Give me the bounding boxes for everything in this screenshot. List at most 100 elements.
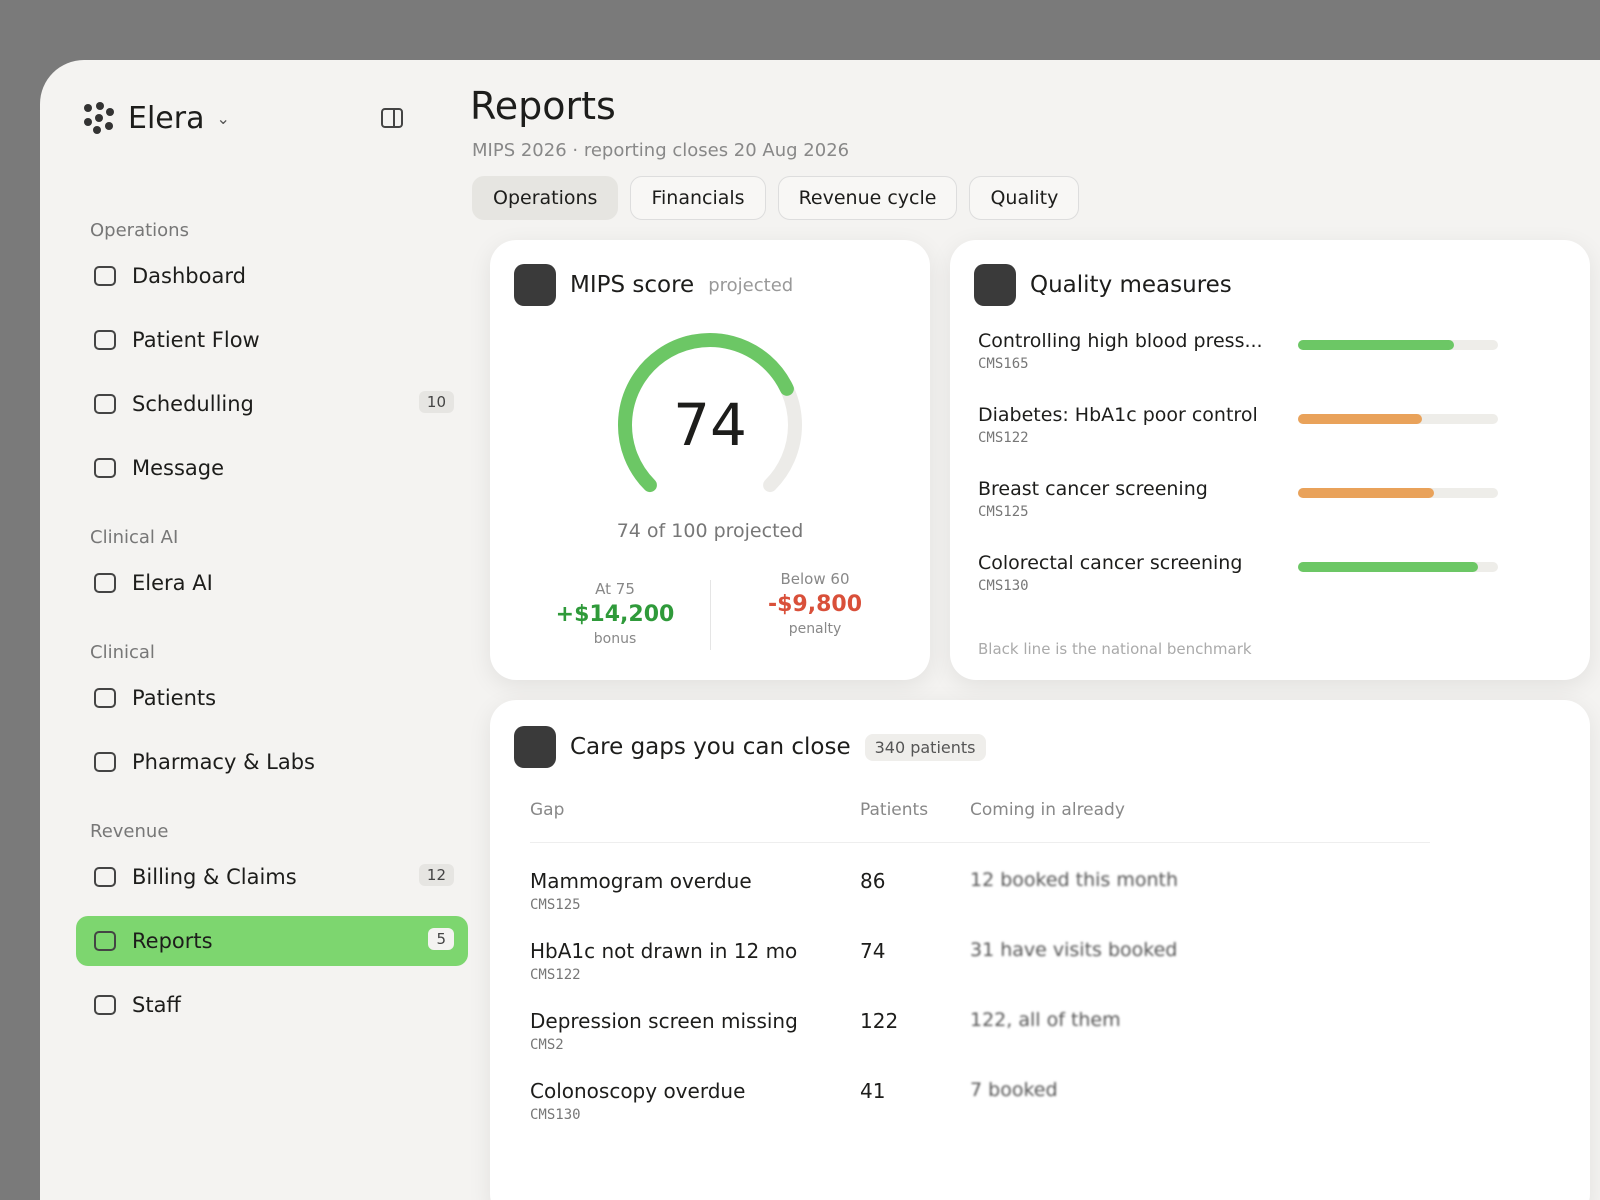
gap-row[interactable]: Colonoscopy overdue CMS130 41 7 booked [530, 1053, 1430, 1123]
nav-label: Patient Flow [132, 328, 260, 352]
mips-icon [514, 264, 556, 306]
divider [710, 580, 711, 650]
bonus: At 75 +$14,200 bonus [530, 580, 700, 647]
measure-code: CMS125 [978, 504, 1029, 520]
nav-icon [94, 266, 116, 286]
tab[interactable]: Quality [969, 176, 1080, 220]
quality-list: Controlling high blood press... CMS165 Dia… [978, 330, 1558, 626]
gap-cell: Colonoscopy overdue CMS130 [530, 1053, 860, 1123]
measure-code: CMS165 [978, 356, 1029, 372]
patients-count: 86 [860, 869, 886, 893]
quality-row: Colorectal cancer screening CMS130 [978, 552, 1558, 626]
measure-code: CMS122 [978, 430, 1029, 446]
nav-label: Pharmacy & Labs [132, 750, 315, 774]
nav-item[interactable]: Billing & Claims 12 [76, 852, 468, 902]
score: 74 [673, 391, 747, 459]
nav-item[interactable]: Message [76, 443, 468, 493]
coming-in: 122, all of them [970, 1009, 1121, 1031]
gauge: 74 [618, 333, 802, 493]
brand-logo [84, 102, 114, 134]
nav-item[interactable]: Pharmacy & Labs [76, 737, 468, 787]
care-gaps-card: Care gaps you can close 340 patients Gap… [490, 700, 1590, 1200]
app-window: Elera ⌄ Operations Dashboard Patient Flow S… [40, 60, 1600, 1200]
nav-item[interactable]: Reports 5 [76, 916, 468, 966]
penalty-amount: -$9,800 [767, 592, 863, 617]
nav-icon [94, 995, 116, 1015]
mips-note: projected [708, 274, 794, 296]
progress-track [1298, 414, 1498, 424]
nav-icon [94, 688, 116, 708]
mips-card: MIPS score projected 74 74 of 100 projec… [490, 240, 930, 680]
patients-count: 122 [860, 1009, 899, 1033]
coming-in: 7 booked [970, 1079, 1058, 1101]
page-title: Reports [470, 84, 616, 128]
mips-title: MIPS score [570, 272, 695, 298]
progress-bar [1298, 562, 1478, 572]
care-gaps-count: 340 patients [864, 733, 986, 761]
patients-count: 41 [860, 1079, 886, 1103]
icon-shape [94, 458, 116, 478]
nav-item[interactable]: Schedulling 10 [76, 379, 468, 429]
nav-label: Elera AI [132, 571, 213, 595]
care-gaps-icon [514, 726, 556, 768]
measure-name: Diabetes: HbA1c poor control [978, 404, 1258, 426]
nav-icon [94, 573, 116, 593]
brand-name: Elera [128, 100, 205, 136]
nav-item[interactable]: Patients [76, 673, 468, 723]
gap-code: CMS2 [530, 1037, 564, 1053]
progress-track [1298, 562, 1498, 572]
quality-header: Quality measures [974, 264, 1232, 306]
penalty-label: Below 60 [780, 570, 850, 588]
nav-section-title: Clinical AI [90, 527, 179, 548]
gap-row[interactable]: HbA1c not drawn in 12 mo CMS122 74 31 have … [530, 913, 1430, 983]
patients-count: 74 [860, 939, 886, 963]
tab[interactable]: Operations [472, 176, 619, 220]
icon-shape [94, 995, 116, 1015]
icon-shape [94, 266, 116, 286]
page-subtitle: MIPS 2026 · reporting closes 20 Aug 2026 [472, 140, 850, 161]
icon-shape [94, 867, 116, 887]
column-header: Patients [860, 800, 970, 843]
icon-shape [94, 330, 116, 350]
care-gaps-table: Gap Patients Coming in already Mammogram ov… [530, 800, 1430, 1123]
tab[interactable]: Financials [630, 176, 766, 220]
quality-card: Quality measures Controlling high blood … [950, 240, 1590, 680]
nav-item[interactable]: Staff [76, 980, 468, 1030]
nav-icon [94, 752, 116, 772]
icon-shape [94, 573, 116, 593]
measure-code: CMS130 [978, 578, 1029, 594]
gap-cell: Mammogram overdue CMS125 [530, 843, 860, 913]
nav-label: Staff [132, 993, 181, 1017]
nav-badge: 10 [418, 391, 454, 413]
brand[interactable]: Elera ⌄ [80, 100, 230, 136]
quality-footnote: Black line is the national benchmark [978, 640, 1252, 658]
header-row: Gap Patients Coming in already [530, 800, 1430, 843]
progress-track [1298, 488, 1498, 498]
nav-item[interactable]: Elera AI [76, 558, 468, 608]
nav-label: Dashboard [132, 264, 246, 288]
nav-item[interactable]: Dashboard [76, 251, 468, 301]
tab[interactable]: Revenue cycle [777, 176, 958, 220]
nav-icon [94, 458, 116, 478]
nav-label: Billing & Claims [132, 865, 297, 889]
nav-badge: 12 [418, 864, 454, 886]
penalty: Below 60 -$9,800 penalty [730, 570, 900, 637]
care-gaps-header: Care gaps you can close 340 patients [514, 726, 986, 768]
gap-row[interactable]: Depression screen missing CMS2 122 122, all… [530, 983, 1430, 1053]
gap-code: CMS130 [530, 1107, 581, 1123]
nav-item[interactable]: Patient Flow [76, 315, 468, 365]
brand-chevron: ⌄ [216, 108, 230, 128]
gap-row[interactable]: Mammogram overdue CMS125 86 12 booked this … [530, 843, 1430, 913]
gap-name: HbA1c not drawn in 12 mo [530, 939, 798, 963]
gap-cell: HbA1c not drawn in 12 mo CMS122 [530, 913, 860, 983]
measure-name: Breast cancer screening [978, 478, 1208, 500]
bonus-amount: +$14,200 [555, 602, 675, 627]
gap-name: Depression screen missing [530, 1009, 798, 1033]
nav-icon [94, 867, 116, 887]
icon-shape [94, 688, 116, 708]
nav-icon [94, 330, 116, 350]
collapse-button[interactable] [380, 106, 404, 130]
tabs: Operations Financials Revenue cycle Quality [472, 176, 1080, 220]
icon-shape [94, 752, 116, 772]
